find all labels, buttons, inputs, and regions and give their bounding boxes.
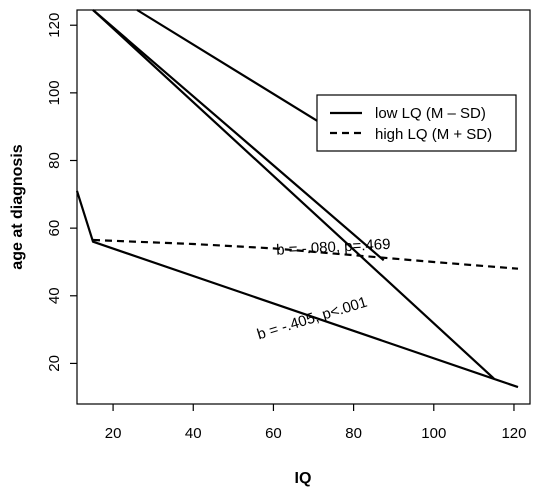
series-line-4 [136,9,339,135]
axes: 20 40 60 80 100 120 20 40 60 80 100 120 [46,13,526,442]
series-line-3 [92,9,495,380]
x-tick-label-1: 40 [185,425,202,442]
x-tick-label-2: 60 [265,425,282,442]
legend-label-low-lq: low LQ (M – SD) [375,105,486,122]
legend: low LQ (M – SD) high LQ (M + SD) [316,94,517,152]
plot-frame [76,9,531,405]
series-line-2 [92,9,385,262]
annotation-1: b = -.405, p<.001 [255,294,369,344]
y-tick-label-5: 120 [46,13,63,38]
series-line-1 [75,190,519,389]
x-tick-label-4: 100 [421,425,446,442]
y-tick-label-3: 80 [46,152,63,169]
y-tick-label-0: 20 [46,355,63,372]
series-layer [75,9,519,389]
annotation-0: b = -.080, p=.469 [276,236,391,259]
y-tick-label-2: 60 [46,220,63,237]
annotation-layer: b = -.080, p=.469 b = -.405, p<.001 [255,236,391,344]
y-tick-label-4: 100 [46,80,63,105]
y-axis-label: age at diagnosis [9,144,26,269]
x-axis-label: IQ [295,470,312,487]
series-line-0 [92,238,519,270]
x-tick-label-5: 120 [501,425,526,442]
y-tick-label-1: 40 [46,287,63,304]
x-tick-label-0: 20 [105,425,122,442]
x-tick-label-3: 80 [345,425,362,442]
legend-box [316,94,517,152]
legend-label-high-lq: high LQ (M + SD) [375,126,492,143]
